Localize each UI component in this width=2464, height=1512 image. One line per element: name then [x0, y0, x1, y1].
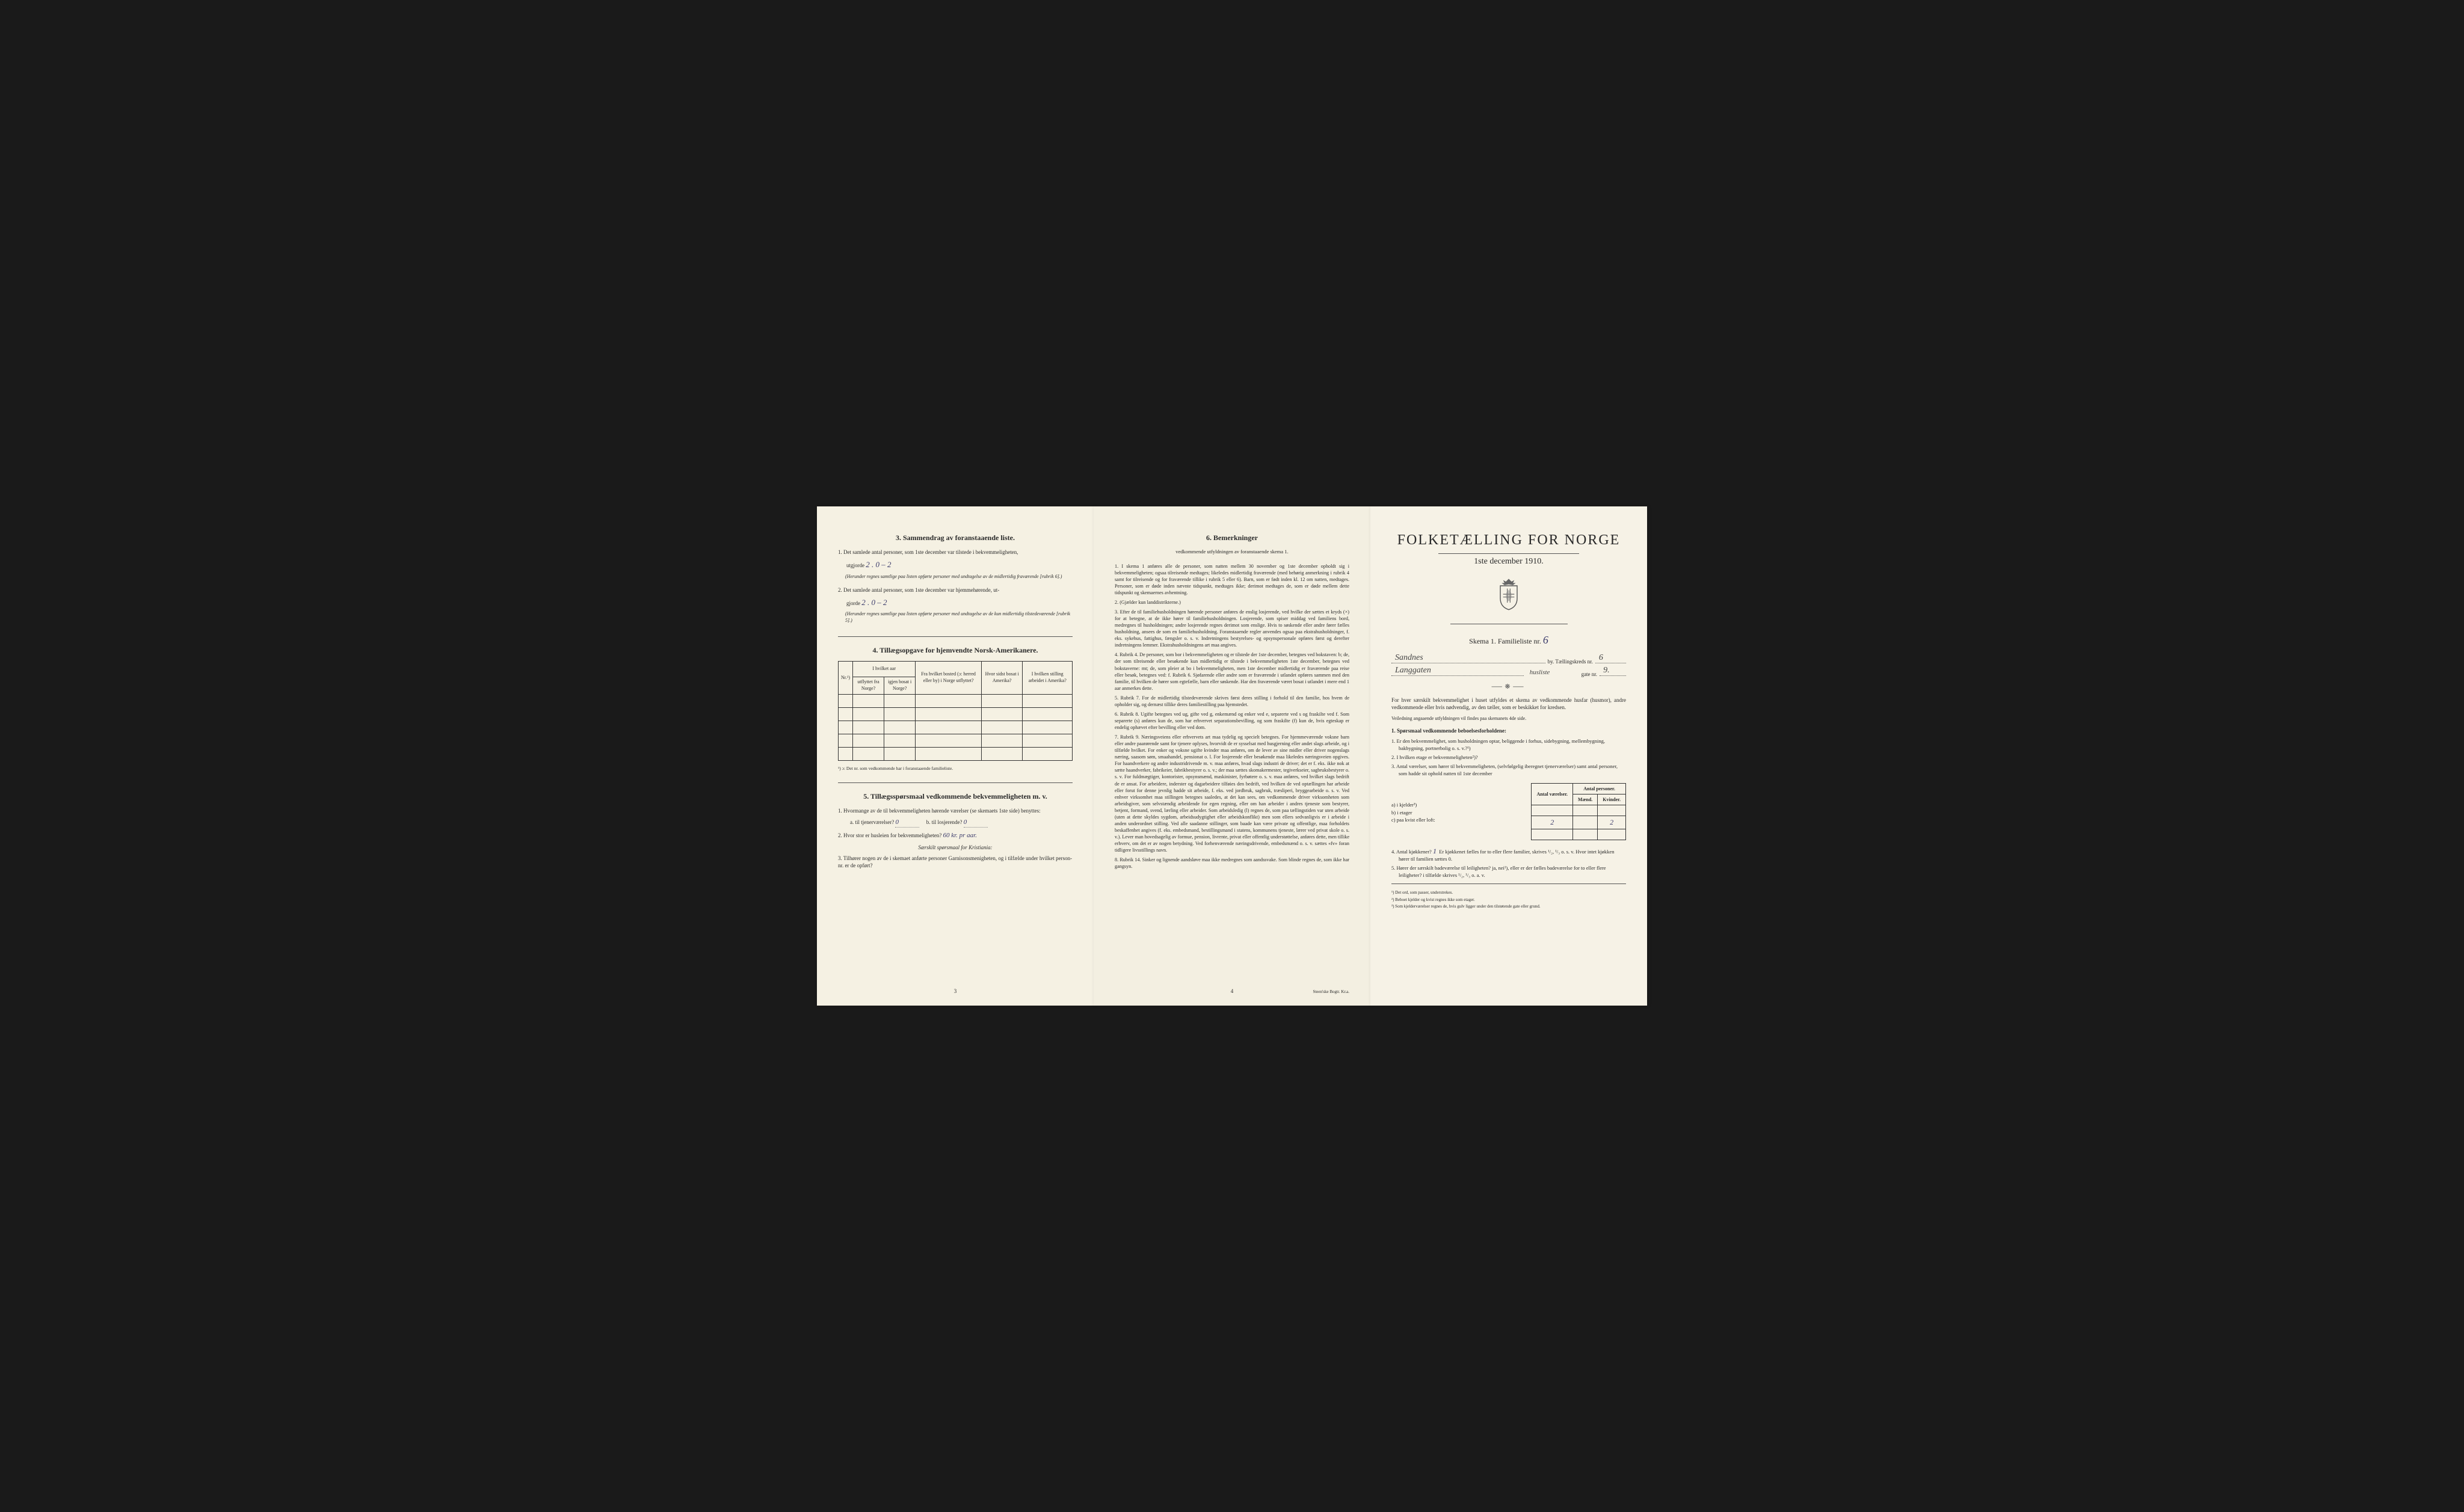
page3-footnotes: ¹) Det ord, som passer, understrekes. ²)…: [1391, 890, 1626, 909]
intro-para: For hver særskilt bekvemmelighet i huset…: [1391, 696, 1626, 711]
q1-4-pre: 4. Antal kjøkkener?: [1391, 849, 1432, 855]
para-7: 7. Rubrik 9. Næringsveiens eller erhverv…: [1115, 734, 1349, 853]
para-2: 2. (Gjælder kun landdistrikterne.): [1115, 599, 1349, 606]
page-1-title: FOLKETÆLLING FOR NORGE 1ste december 191…: [1370, 506, 1647, 1006]
page-3: 3. Sammendrag av foranstaaende liste. 1.…: [817, 506, 1094, 1006]
sec3-item2: 2. Det samlede antal personer, som 1ste …: [838, 586, 1073, 594]
page-number-4: 4: [1231, 988, 1234, 995]
census-date: 1ste december 1910.: [1391, 556, 1626, 568]
sec3-item1-text: 1. Det samlede antal personer, som 1ste …: [838, 549, 1018, 555]
th-igjen: igjen bosat i Norge?: [884, 677, 916, 695]
main-title: FOLKETÆLLING FOR NORGE: [1391, 530, 1626, 550]
gatenr-hand: 9.: [1603, 665, 1610, 677]
q1-2: 2. I hvilken etage er bekvemmeligheten²)…: [1399, 754, 1626, 761]
th-kvinder: Kvinder.: [1598, 794, 1626, 805]
coat-of-arms-icon: [1391, 577, 1626, 613]
row-b-label: b) i etager: [1391, 810, 1500, 816]
skema-number: 6: [1543, 634, 1548, 646]
sec5-q1a-label: a. til tjenerværelser?: [850, 819, 894, 825]
para-3: 3. Efter de til familiehusholdningen hør…: [1115, 609, 1349, 648]
skema-line: Skema 1. Familieliste nr. 6: [1391, 633, 1626, 647]
sec3-item2-hand: 2 . 0 – 2: [861, 598, 887, 607]
section-6-heading: 6. Bemerkninger: [1115, 533, 1349, 542]
para-8: 8. Rubrik 14. Sinker og lignende aandslø…: [1115, 856, 1349, 870]
rooms-b: 2: [1550, 818, 1554, 826]
sec5-q1a-hand: 0: [895, 819, 899, 826]
sec3-item1-hand: 2 . 0 – 2: [866, 560, 891, 569]
foot-2: ²) Beboet kjelder og kvist regnes ikke s…: [1391, 897, 1626, 903]
section-3-heading: 3. Sammendrag av foranstaaende liste.: [838, 533, 1073, 542]
sec3-item1: 1. Det samlede antal personer, som 1ste …: [838, 549, 1073, 556]
sec5-q2-hand: 60 kr. pr aar.: [943, 832, 977, 839]
th-personer: Antal personer.: [1573, 784, 1626, 794]
th-vaerelser: Antal værelser.: [1532, 784, 1573, 805]
sec3-item1-line: utgjorde 2 . 0 – 2: [846, 559, 1073, 570]
sec3-item2-word: gjorde: [846, 600, 860, 606]
section-4-heading: 4. Tillægsopgave for hjemvendte Norsk-Am…: [838, 645, 1073, 655]
th-maend: Mænd.: [1573, 794, 1598, 805]
sec4-footnote: ¹) ɔ: Det nr. som vedkommende har i fora…: [838, 766, 1073, 772]
foot-3: ³) Som kjelderværelser regnes de, hvis g…: [1391, 904, 1626, 909]
q4q5: 4. Antal kjøkkener? 1 Er kjøkkenet fælle…: [1391, 846, 1626, 879]
para-1: 1. I skema 1 anføres alle de personer, s…: [1115, 563, 1349, 596]
by-label: by. Tællingskreds nr.: [1548, 658, 1593, 665]
page-number-3: 3: [954, 988, 957, 995]
rooms-table: Antal værelser. Antal personer. Mænd. Kv…: [1531, 783, 1626, 840]
sec5-q1b-label: b. til losjerende?: [926, 819, 962, 825]
sec5-q3: 3. Tilhører nogen av de i skemaet anført…: [838, 855, 1073, 869]
th-amerika: Hvor sidst bosat i Amerika?: [981, 662, 1023, 695]
page-4: 6. Bemerkninger vedkommende utfyldningen…: [1094, 506, 1370, 1006]
sec5-q1b-hand: 0: [964, 819, 967, 826]
by-hand: Sandnes: [1395, 653, 1423, 664]
husliste-hand: husliste: [1530, 668, 1550, 677]
th-bosted: Fra hvilket bosted (ɔ: herred eller by) …: [916, 662, 982, 695]
sec5-q1: 1. Hvormange av de til bekvemmeligheten …: [838, 807, 1073, 814]
by-line: Sandnes by. Tællingskreds nr. 6: [1391, 656, 1626, 665]
sec3-item1-note: (Herunder regnes samtlige paa listen opf…: [845, 574, 1073, 580]
sec3-item1-word: utgjorde: [846, 562, 864, 568]
rooms-block: a) i kjelder³) b) i etager c) paa kvist …: [1391, 779, 1626, 843]
q1-1: 1. Er den bekvemmelighet, som husholdnin…: [1399, 738, 1626, 752]
sec5-q2-label: 2. Hvor stor er husleien for bekvemmelig…: [838, 832, 941, 838]
sec3-item2-text: 2. Det samlede antal personer, som 1ste …: [838, 587, 999, 593]
q1-3: 3. Antal værelser, som hører til bekvemm…: [1399, 763, 1626, 777]
ornament-icon: ⸺❋⸺: [1391, 683, 1626, 692]
sec5-q2-note: Særskilt spørsmaal for Kristiania:: [838, 844, 1073, 851]
intro-para-2: Veiledning angaaende utfyldningen vil fi…: [1391, 716, 1626, 722]
foot-1: ¹) Det ord, som passer, understrekes.: [1391, 890, 1626, 896]
sec3-item2-line: gjorde 2 . 0 – 2: [846, 597, 1073, 608]
q1-4: 4. Antal kjøkkener? 1 Er kjøkkenet fælle…: [1399, 846, 1626, 863]
document-spread: 3. Sammendrag av foranstaaende liste. 1.…: [817, 506, 1647, 1006]
para-5: 5. Rubrik 7. For de midlertidig tilstede…: [1115, 695, 1349, 708]
sec3-item2-note: (Herunder regnes samtlige paa listen opf…: [845, 611, 1073, 624]
gate-line: Langgaten husliste gate nr. 9.: [1391, 669, 1626, 678]
q1-4-hand: 1: [1433, 847, 1437, 855]
section-6-body: 1. I skema 1 anføres alle de personer, s…: [1115, 563, 1349, 870]
row-c-label: c) paa kvist eller loft:: [1391, 817, 1500, 823]
printer-mark: Steen'ske Bogtr. Kr.a.: [1313, 989, 1349, 995]
skema-label: Skema 1. Familieliste nr.: [1469, 637, 1541, 645]
q1-list: 1. Er den bekvemmelighet, som husholdnin…: [1391, 738, 1626, 777]
th-stilling: I hvilken stilling arbeidet i Amerika?: [1023, 662, 1073, 695]
kreds-hand: 6: [1599, 653, 1603, 664]
row-a-label: a) i kjelder³): [1391, 802, 1500, 808]
th-aar: I hvilket aar: [853, 662, 916, 677]
para-4: 4. Rubrik 4. De personer, som bor i bekv…: [1115, 651, 1349, 691]
section-4-table: Nr.¹) I hvilket aar Fra hvilket bosted (…: [838, 661, 1073, 761]
kvinder-b: 2: [1610, 818, 1613, 826]
section-6-subtitle: vedkommende utfyldningen av foranstaaend…: [1115, 549, 1349, 555]
sec5-q1ab: a. til tjenerværelser? 0 b. til losjeren…: [850, 818, 1073, 828]
gate-label: gate nr.: [1582, 671, 1598, 678]
q1-5: 5. Hører der særskilt badeværelse til le…: [1399, 865, 1626, 879]
rooms-labels: a) i kjelder³) b) i etager c) paa kvist …: [1391, 779, 1526, 823]
gate-hand: Langgaten: [1395, 665, 1431, 677]
th-nr: Nr.¹): [839, 662, 853, 695]
th-utflyttet: utflyttet fra Norge?: [853, 677, 884, 695]
q1-heading: 1. Spørsmaal vedkommende beboelsesforhol…: [1391, 727, 1626, 734]
para-6: 6. Rubrik 8. Ugifte betegnes ved ug, gif…: [1115, 711, 1349, 731]
section-5-heading: 5. Tillægsspørsmaal vedkommende bekvemme…: [838, 791, 1073, 801]
sec5-q2: 2. Hvor stor er husleien for bekvemmelig…: [838, 831, 1073, 840]
